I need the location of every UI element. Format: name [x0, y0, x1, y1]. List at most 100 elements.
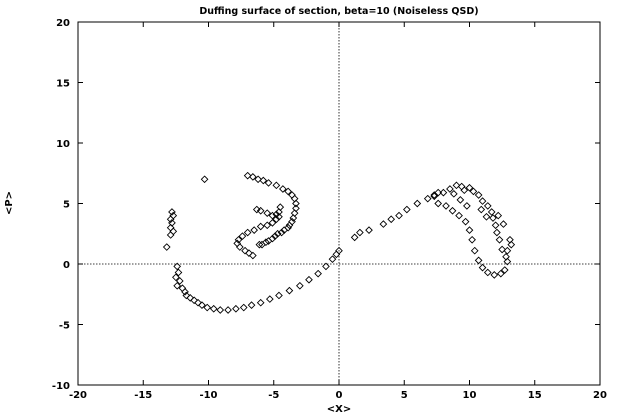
- y-tick-label: 0: [63, 260, 70, 271]
- data-point: [423, 194, 432, 203]
- data-point: [265, 295, 274, 303]
- data-point: [276, 203, 285, 211]
- y-tick-label: 15: [56, 79, 70, 90]
- data-point: [285, 286, 294, 295]
- data-point: [224, 306, 232, 314]
- data-point: [461, 217, 470, 226]
- data-point: [250, 226, 259, 234]
- data-point: [256, 222, 265, 231]
- x-axis-ticks: -20 -15 -10 -5 0 5 10 15 20: [69, 22, 607, 401]
- data-point: [395, 211, 403, 220]
- data-point: [487, 208, 496, 216]
- chart-title: Duffing surface of section, beta=10 (Noi…: [199, 6, 478, 17]
- data-point: [483, 268, 492, 277]
- data-point: [430, 192, 439, 201]
- data-point: [198, 301, 206, 309]
- data-point: [387, 215, 396, 224]
- data-point: [446, 185, 454, 193]
- y-tick-label: -5: [59, 321, 70, 332]
- x-tick-label: 20: [593, 390, 607, 401]
- data-point: [507, 240, 516, 249]
- data-point: [491, 221, 500, 230]
- data-point: [263, 221, 272, 230]
- data-point: [272, 215, 281, 224]
- data-point: [279, 185, 287, 193]
- data-point: [455, 211, 463, 220]
- x-tick-label: 15: [528, 390, 542, 401]
- x-axis-title: <X>: [327, 404, 351, 414]
- data-point: [209, 304, 218, 313]
- data-point: [238, 232, 247, 241]
- x-tick-label: 0: [336, 390, 343, 401]
- data-point: [166, 231, 175, 239]
- data-point: [275, 208, 283, 216]
- data-point: [268, 219, 277, 227]
- y-tick-label: 20: [56, 18, 70, 29]
- data-point: [499, 220, 508, 228]
- data-point: [268, 234, 277, 243]
- data-point: [173, 281, 182, 290]
- data-point: [262, 238, 270, 247]
- data-point: [496, 269, 505, 278]
- data-point: [489, 214, 497, 222]
- data-point: [434, 188, 443, 197]
- data-point: [478, 263, 487, 272]
- data-point: [166, 215, 175, 224]
- data-point: [256, 298, 265, 307]
- data-point: [235, 243, 244, 251]
- data-point: [203, 303, 212, 312]
- data-point: [181, 287, 189, 296]
- x-tick-label: 5: [401, 390, 408, 401]
- data-point: [249, 251, 257, 260]
- data-point: [275, 291, 283, 300]
- data-point: [439, 188, 448, 197]
- data-point: [173, 262, 182, 271]
- data-point: [216, 306, 225, 314]
- x-tick-label: -20: [69, 390, 87, 401]
- data-point: [175, 277, 184, 285]
- data-points: [162, 171, 516, 314]
- y-tick-label: -10: [52, 381, 70, 392]
- data-point: [350, 233, 359, 242]
- data-point: [249, 173, 257, 181]
- data-point: [494, 211, 503, 220]
- data-point: [194, 298, 202, 307]
- data-point: [495, 235, 504, 244]
- data-point: [241, 246, 249, 255]
- data-point: [498, 245, 506, 254]
- data-point: [474, 191, 483, 199]
- data-point: [172, 273, 180, 282]
- data-point: [277, 228, 286, 237]
- data-point: [264, 179, 273, 187]
- data-point: [490, 271, 499, 279]
- data-point: [284, 223, 292, 232]
- data-point: [413, 199, 422, 208]
- x-tick-label: 10: [463, 390, 477, 401]
- data-point: [254, 175, 262, 184]
- data-point: [252, 205, 261, 214]
- data-point: [268, 211, 277, 220]
- data-point: [169, 227, 178, 236]
- data-point: [379, 220, 388, 228]
- data-point: [284, 187, 292, 196]
- data-point: [448, 206, 457, 215]
- data-point: [468, 235, 476, 244]
- y-axis-ticks: -10 -5 0 5 10 15 20: [52, 18, 600, 392]
- data-point: [483, 202, 492, 210]
- data-point: [503, 246, 512, 255]
- data-point: [328, 255, 337, 263]
- data-point: [442, 202, 450, 210]
- data-point: [365, 226, 373, 234]
- data-point: [256, 206, 265, 215]
- data-point: [259, 176, 268, 185]
- data-point: [190, 296, 198, 305]
- data-point: [503, 257, 512, 266]
- data-point: [457, 182, 466, 191]
- data-point: [493, 228, 501, 237]
- data-point: [500, 266, 509, 274]
- data-point: [255, 240, 264, 249]
- data-point: [477, 205, 486, 214]
- data-point: [168, 208, 176, 216]
- data-point: [465, 226, 474, 234]
- data-point: [245, 249, 253, 257]
